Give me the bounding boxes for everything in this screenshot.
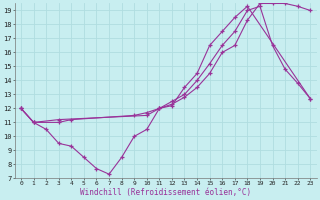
- X-axis label: Windchill (Refroidissement éolien,°C): Windchill (Refroidissement éolien,°C): [80, 188, 251, 197]
